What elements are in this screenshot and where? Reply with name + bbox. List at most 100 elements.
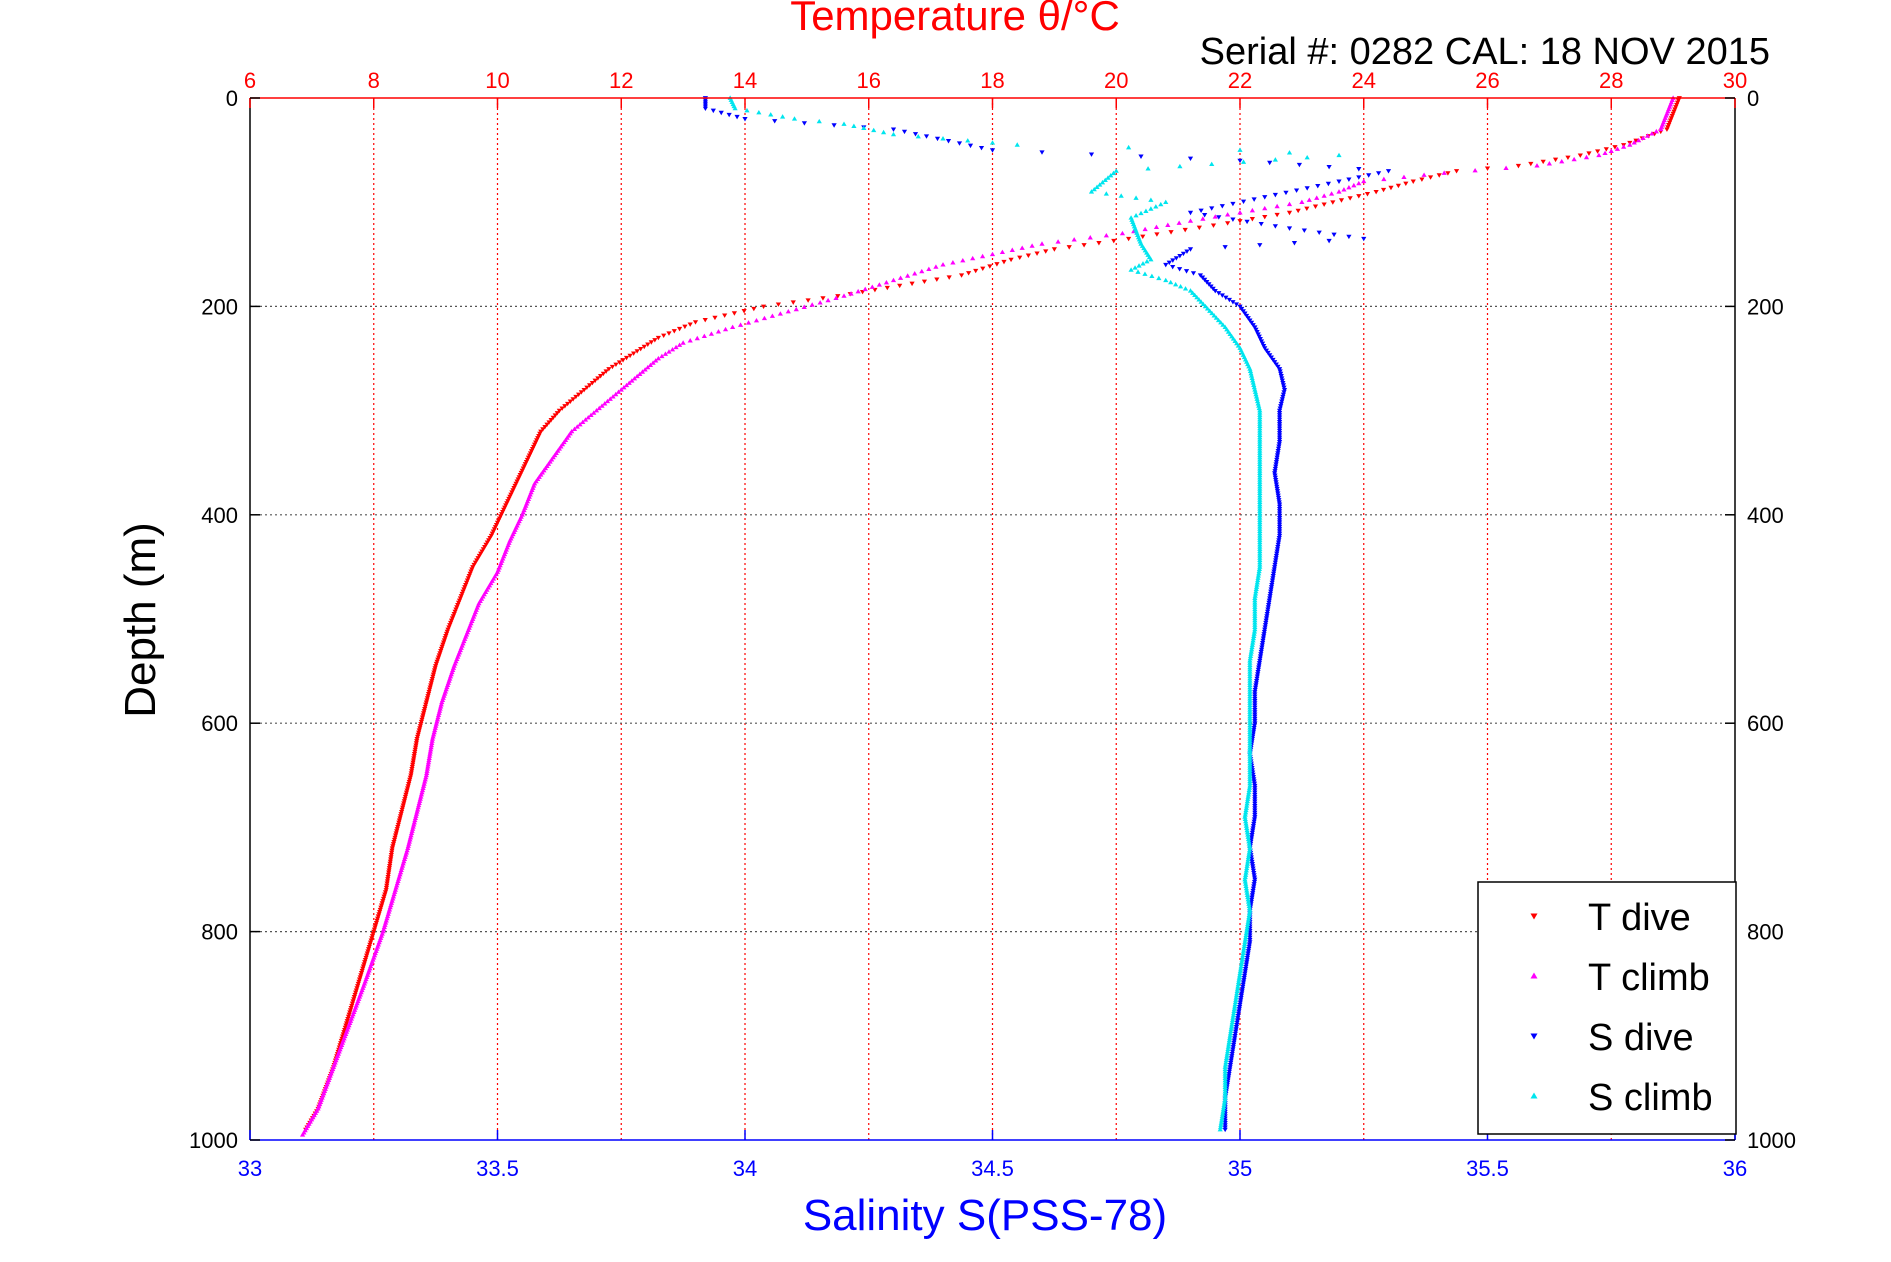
data-point xyxy=(1260,638,1266,644)
data-point xyxy=(1099,179,1106,185)
data-point xyxy=(1261,632,1267,637)
legend-label-t-climb: T climb xyxy=(1588,957,1710,999)
data-point xyxy=(1259,341,1266,347)
data-point xyxy=(427,751,433,756)
data-point xyxy=(1238,996,1244,1001)
data-point xyxy=(1254,674,1260,679)
data-point xyxy=(1279,376,1285,381)
data-point xyxy=(1252,716,1258,722)
data-point xyxy=(1249,833,1255,838)
data-point xyxy=(1252,810,1258,816)
data-point xyxy=(1236,975,1242,980)
data-point xyxy=(1251,728,1257,733)
data-point xyxy=(1251,725,1257,731)
data-point xyxy=(666,349,672,354)
data-point xyxy=(950,260,956,265)
data-point xyxy=(1231,1008,1237,1014)
data-point xyxy=(1103,232,1109,238)
data-point xyxy=(1272,466,1278,472)
data-point xyxy=(1014,142,1020,147)
data-point xyxy=(1277,406,1283,411)
data-point xyxy=(1257,658,1263,664)
data-point xyxy=(1251,723,1258,729)
data-point xyxy=(655,355,661,361)
data-point xyxy=(1246,901,1252,906)
data-point xyxy=(1251,882,1257,887)
data-point xyxy=(571,426,578,431)
data-point xyxy=(1252,613,1258,618)
data-point xyxy=(1246,912,1252,918)
data-point xyxy=(1565,155,1571,160)
data-point xyxy=(1148,256,1154,262)
data-point xyxy=(621,384,627,390)
data-point xyxy=(793,306,799,312)
data-point xyxy=(1242,971,1248,976)
data-point xyxy=(1277,426,1283,432)
data-point xyxy=(1245,832,1251,837)
data-point xyxy=(482,544,488,550)
data-point xyxy=(1252,790,1258,796)
data-point xyxy=(618,387,624,392)
data-point xyxy=(940,136,946,141)
data-point xyxy=(1235,1013,1241,1019)
data-point xyxy=(455,603,461,608)
data-point xyxy=(1252,606,1258,612)
data-point xyxy=(775,302,782,307)
data-point xyxy=(438,701,444,707)
data-point xyxy=(1255,398,1261,404)
data-point xyxy=(1246,850,1252,855)
data-point xyxy=(1144,258,1150,264)
data-point xyxy=(1559,158,1565,164)
data-point xyxy=(1247,727,1253,732)
data-point xyxy=(1276,442,1282,447)
data-point xyxy=(1247,696,1253,701)
data-point xyxy=(1252,604,1258,609)
data-point xyxy=(1145,166,1151,171)
data-point xyxy=(1142,271,1148,276)
data-point xyxy=(1234,986,1241,991)
data-point xyxy=(1280,383,1287,388)
data-point xyxy=(1238,998,1244,1003)
data-point xyxy=(1242,814,1248,819)
temperature-tick-label: 6 xyxy=(244,68,256,93)
data-point xyxy=(488,533,494,539)
data-point xyxy=(1227,1035,1233,1040)
data-point xyxy=(1260,640,1266,646)
data-point xyxy=(1257,443,1263,449)
data-point xyxy=(1094,184,1100,189)
data-point xyxy=(1304,186,1310,191)
data-point xyxy=(1356,194,1362,199)
data-point xyxy=(1351,182,1357,188)
depth-tick-label-right: 1000 xyxy=(1747,1128,1796,1153)
data-point xyxy=(1244,830,1251,835)
data-point xyxy=(1113,168,1119,173)
data-point xyxy=(753,317,760,323)
data-point xyxy=(1268,587,1274,592)
data-point xyxy=(1247,689,1253,694)
data-point xyxy=(1229,1054,1235,1059)
data-point xyxy=(413,811,420,816)
data-point xyxy=(1242,876,1248,882)
data-point xyxy=(1248,373,1255,378)
data-point xyxy=(1257,430,1263,435)
data-point xyxy=(1227,1067,1233,1072)
data-point xyxy=(1262,625,1268,630)
data-point xyxy=(1257,416,1263,422)
data-point xyxy=(994,262,1000,267)
data-point xyxy=(1222,1093,1228,1098)
data-point xyxy=(1252,685,1259,691)
data-point xyxy=(1275,495,1282,501)
data-point xyxy=(1237,968,1243,973)
data-point xyxy=(1244,955,1251,961)
data-point xyxy=(1257,654,1264,659)
data-point xyxy=(1236,1007,1242,1012)
data-point xyxy=(1277,507,1283,512)
data-point xyxy=(421,781,427,786)
data-point xyxy=(958,273,965,278)
data-point xyxy=(1266,598,1272,603)
data-point xyxy=(1257,537,1263,542)
data-point xyxy=(1177,253,1183,259)
data-point xyxy=(1218,1120,1224,1125)
data-point xyxy=(1503,165,1509,170)
data-point xyxy=(448,620,454,626)
